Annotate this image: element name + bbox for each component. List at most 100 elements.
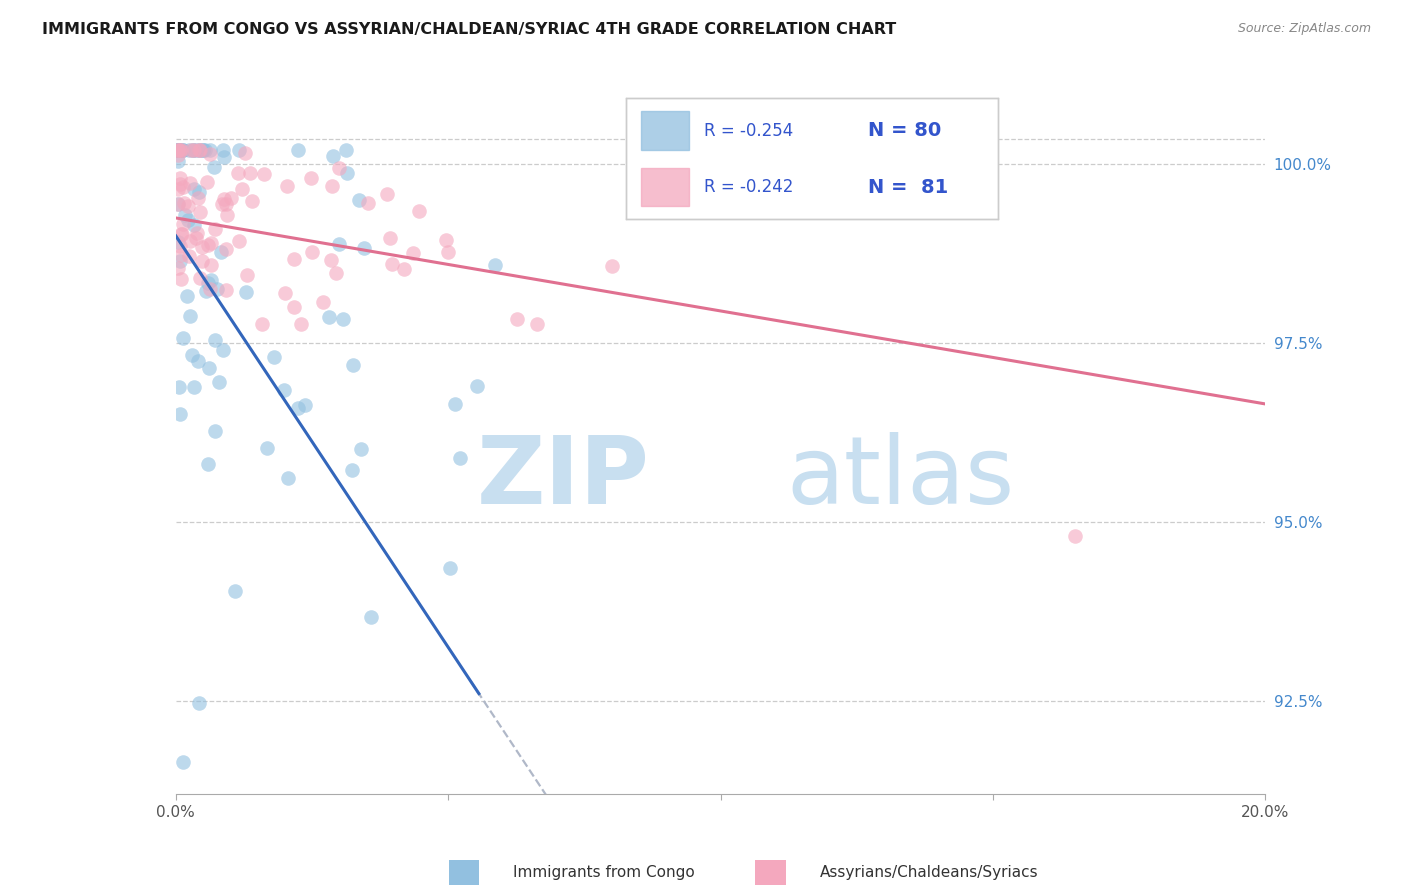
Point [240, 194, 263, 208]
Point [181, 348, 204, 362]
Point [347, 193, 370, 207]
Point [187, 191, 209, 205]
Point [174, 208, 197, 222]
FancyBboxPatch shape [641, 112, 689, 150]
Point [197, 238, 219, 252]
Point [380, 231, 402, 245]
Point [204, 424, 226, 438]
Point [214, 197, 236, 211]
Point [321, 179, 343, 194]
Point [186, 226, 208, 240]
Point [204, 221, 226, 235]
Point [287, 143, 309, 157]
Point [235, 268, 257, 282]
Point [215, 283, 238, 297]
Point [226, 165, 249, 179]
Point [169, 143, 191, 157]
Point [449, 451, 471, 466]
Point [173, 195, 195, 210]
Point [335, 143, 357, 157]
Point [350, 442, 373, 456]
Point [328, 237, 350, 252]
Point [169, 178, 191, 192]
Point [172, 331, 194, 345]
Point [212, 343, 235, 358]
Point [190, 239, 212, 253]
Point [187, 143, 209, 157]
Point [224, 583, 246, 598]
Point [212, 192, 235, 206]
Point [600, 260, 623, 274]
Point [328, 161, 350, 176]
Text: Source: ZipAtlas.com: Source: ZipAtlas.com [1237, 22, 1371, 36]
Point [283, 301, 305, 315]
Point [290, 318, 312, 332]
Point [325, 266, 347, 280]
Point [211, 197, 233, 211]
Text: atlas: atlas [786, 432, 1014, 524]
Point [167, 148, 190, 162]
Point [205, 282, 228, 296]
Point [167, 143, 190, 157]
Point [322, 149, 344, 163]
Point [169, 239, 191, 253]
Point [187, 143, 209, 157]
Point [200, 273, 222, 287]
Point [294, 398, 316, 412]
Point [167, 154, 190, 169]
Point [167, 197, 190, 211]
Point [277, 471, 299, 485]
Point [202, 160, 225, 174]
Point [167, 182, 190, 196]
Point [167, 143, 190, 157]
Text: N =  81: N = 81 [868, 178, 948, 197]
Point [183, 182, 205, 196]
Point [179, 177, 201, 191]
Point [169, 253, 191, 268]
Point [340, 463, 363, 477]
Point [194, 284, 217, 298]
Point [180, 143, 202, 157]
Point [526, 317, 548, 331]
Point [187, 354, 209, 368]
Point [263, 350, 285, 364]
Point [188, 143, 211, 157]
Point [167, 143, 190, 157]
Point [167, 380, 190, 394]
Point [408, 203, 430, 218]
Point [256, 441, 278, 455]
Point [167, 260, 190, 275]
Point [375, 186, 398, 201]
Point [188, 271, 211, 285]
Point [179, 235, 201, 249]
Point [169, 171, 191, 186]
Point [197, 276, 219, 290]
Point [233, 145, 256, 160]
Point [190, 143, 212, 157]
Point [190, 254, 212, 268]
Point [167, 143, 190, 157]
Point [170, 227, 193, 241]
Point [437, 245, 460, 260]
Point [167, 143, 190, 157]
Point [228, 143, 250, 157]
Point [506, 311, 529, 326]
Point [179, 249, 201, 263]
Point [439, 561, 461, 575]
Point [332, 312, 354, 326]
Point [195, 175, 218, 189]
Point [200, 258, 222, 272]
Point [176, 213, 198, 227]
Point [198, 283, 221, 297]
Point [318, 310, 340, 324]
Point [170, 272, 193, 286]
Point [402, 246, 425, 260]
Point [200, 147, 222, 161]
Point [197, 458, 219, 472]
Point [434, 233, 457, 247]
Text: ZIP: ZIP [477, 432, 650, 524]
Point [188, 205, 211, 219]
Text: IMMIGRANTS FROM CONGO VS ASSYRIAN/CHALDEAN/SYRIAC 4TH GRADE CORRELATION CHART: IMMIGRANTS FROM CONGO VS ASSYRIAN/CHALDE… [42, 22, 897, 37]
FancyBboxPatch shape [641, 168, 689, 206]
Point [184, 143, 207, 157]
